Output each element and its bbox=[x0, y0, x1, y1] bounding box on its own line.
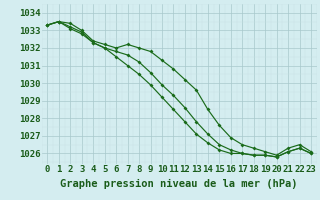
X-axis label: Graphe pression niveau de la mer (hPa): Graphe pression niveau de la mer (hPa) bbox=[60, 179, 298, 189]
